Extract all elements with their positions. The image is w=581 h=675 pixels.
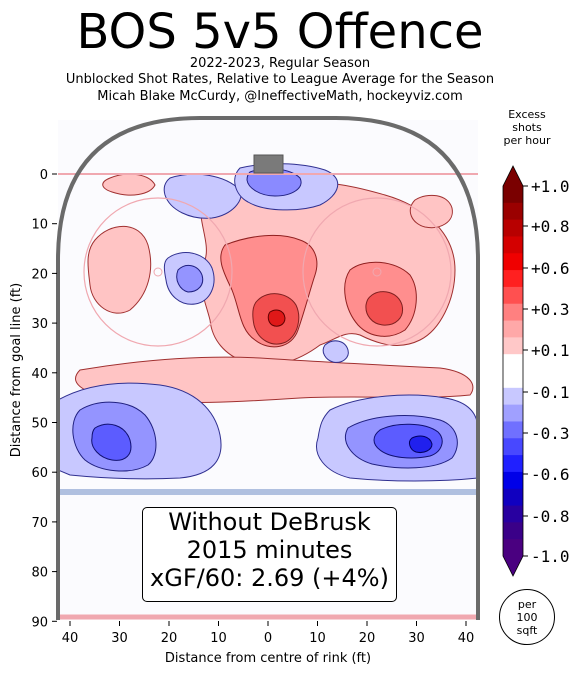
colorbar-tick-label: +0.6 [531,259,570,278]
y-axis-label: Distance from goal line (ft) [9,283,24,457]
y-axis-ticks: 0 10 20 30 40 50 60 70 80 90 [31,168,57,630]
colorbar-tick-label: -0.1 [531,383,570,402]
unit-line: sqft [516,624,538,637]
y-tick-label: 40 [31,367,48,382]
x-tick-label: 20 [359,631,376,646]
y-tick-label: 20 [31,267,48,282]
colorbar-swatch [503,438,523,456]
colorbar-max-arrow [503,166,523,186]
colorbar-swatch [503,421,523,439]
colorbar-swatch [503,471,523,490]
y-tick-label: 90 [31,615,48,630]
x-tick-label: 30 [111,631,128,646]
contour-positive-high [365,291,404,326]
colorbar-tick-label: -1.0 [531,547,570,566]
colorbar-swatch [503,371,523,389]
y-tick-label: 70 [31,516,48,531]
faceoff-circle-right [302,197,452,347]
colorbar-swatch [503,253,523,271]
rink-boards [56,116,480,620]
colorbar-swatch [503,354,523,372]
legend-title: Excess shots per hour [495,108,559,147]
colorbar-swatch [503,505,523,523]
unit-line: per [517,598,537,611]
y-tick-label: 30 [31,317,48,332]
info-xgf: xGF/60: 2.69 (+4%) [150,564,389,592]
contour-negative-mid [246,168,302,197]
colorbar-tick-label: +0.8 [531,217,570,236]
x-tick-label: 10 [210,631,227,646]
legend-title-line: per hour [503,134,551,147]
colorbar-tick-label: +1.0 [531,177,570,196]
info-minutes: 2015 minutes [186,536,353,564]
info-condition: Without DeBrusk [168,508,371,536]
colorbar-swatch [503,286,523,305]
x-axis-label: Distance from centre of rink (ft) [165,651,371,666]
colorbar-tick-label: +0.3 [531,300,570,319]
colorbar-min-arrow [503,556,523,576]
colorbar-swatch [503,202,523,221]
x-tick-label: 10 [309,631,326,646]
y-tick-label: 50 [31,417,48,432]
colorbar-swatch [503,455,523,473]
faceoff-dot-right [372,267,382,277]
info-box: Without DeBrusk 2015 minutes xGF/60: 2.6… [142,507,397,602]
subtitle-season: 2022-2023, Regular Season [189,56,371,71]
y-tick-label: 0 [40,168,48,183]
colorbar-swatch [503,488,523,507]
colorbar-swatch [503,404,523,422]
heatmap-layer [58,163,478,482]
colorbar-tick-label: -0.3 [531,424,570,443]
colorbar-swatch [503,186,523,204]
x-tick-label: 20 [161,631,178,646]
contour-negative-low [163,173,242,219]
y-tick-label: 10 [31,218,48,233]
contour-negative-low [322,340,349,363]
colorbar-swatch [503,539,523,557]
colorbar-tick-label: -0.8 [531,507,570,526]
rink-markings [56,116,480,620]
colorbar-swatch [503,270,523,288]
colorbar-swatch [503,303,523,322]
contour-positive-low [409,194,453,229]
contour-negative-mid [176,264,204,293]
x-tick-label: 0 [264,631,272,646]
colorbar: +1.0 +0.8 +0.6 +0.3 +0.1 -0.1 -0.3 -0.6 -0.8 -1.0 [502,165,570,577]
contour-negative-peak [408,435,433,453]
contour-negative-high [91,423,132,461]
unit-badge: per 100 sqft [499,589,555,645]
subtitle-description: Unblocked Shot Rates, Relative to League… [65,72,495,87]
contour-positive-low [87,225,152,314]
faceoff-dot-left [153,267,163,277]
legend-title-line: Excess [508,108,546,121]
y-tick-label: 60 [31,466,48,481]
colorbar-tick-label: +0.1 [531,341,570,360]
colorbar-swatch [503,337,523,355]
colorbar-tick-label: -0.6 [531,465,570,484]
x-axis-ticks: 40 30 20 10 0 10 20 30 40 [62,621,475,646]
legend-title-line: shots [512,121,542,134]
y-tick-label: 80 [31,566,48,581]
chart-title: BOS 5v5 Offence [76,4,484,60]
subtitle-author: Micah Blake McCurdy, @IneffectiveMath, h… [97,89,463,104]
colorbar-swatch [503,387,523,406]
x-tick-label: 40 [62,631,79,646]
colorbar-swatch [503,320,523,338]
colorbar-swatch [503,522,523,540]
x-tick-label: 40 [458,631,475,646]
contour-negative-high [373,423,443,459]
contour-positive-peak [267,309,286,327]
colorbar-swatch [503,219,523,237]
unit-line: 100 [516,611,538,624]
x-tick-label: 30 [408,631,425,646]
goal-net [253,154,284,174]
faceoff-circle-left [83,197,233,347]
colorbar-swatch [503,236,523,254]
